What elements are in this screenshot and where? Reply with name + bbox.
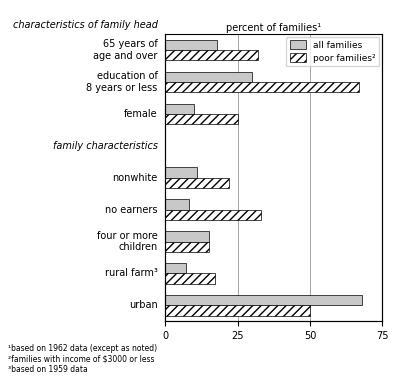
Text: characteristics of family head: characteristics of family head	[13, 20, 158, 30]
Bar	[165, 114, 238, 124]
Bar	[165, 209, 261, 220]
Bar	[165, 305, 310, 316]
Text: ¹based on 1962 data (except as noted)
²families with income of $3000 or less
³ba: ¹based on 1962 data (except as noted) ²f…	[8, 344, 157, 374]
Text: family characteristics: family characteristics	[53, 141, 158, 151]
Bar	[165, 295, 362, 305]
Bar	[165, 263, 186, 273]
Bar	[165, 50, 258, 60]
X-axis label: percent of families¹: percent of families¹	[226, 23, 322, 33]
Legend: all families, poor families²: all families, poor families²	[286, 37, 379, 67]
Text: urban: urban	[129, 301, 158, 310]
Bar	[165, 242, 209, 252]
Text: education of
8 years or less: education of 8 years or less	[86, 71, 158, 93]
Bar	[165, 82, 359, 92]
Text: rural farm³: rural farm³	[105, 268, 158, 279]
Text: female: female	[124, 109, 158, 119]
Bar	[165, 178, 229, 188]
Bar	[165, 72, 252, 82]
Bar	[165, 231, 209, 242]
Bar	[165, 167, 197, 178]
Text: 65 years of
age and over: 65 years of age and over	[93, 39, 158, 61]
Text: four or more
children: four or more children	[97, 231, 158, 252]
Text: no earners: no earners	[105, 204, 158, 215]
Bar	[165, 104, 194, 114]
Bar	[165, 199, 189, 209]
Bar	[165, 273, 215, 284]
Bar	[165, 40, 217, 50]
Text: nonwhite: nonwhite	[112, 173, 158, 183]
